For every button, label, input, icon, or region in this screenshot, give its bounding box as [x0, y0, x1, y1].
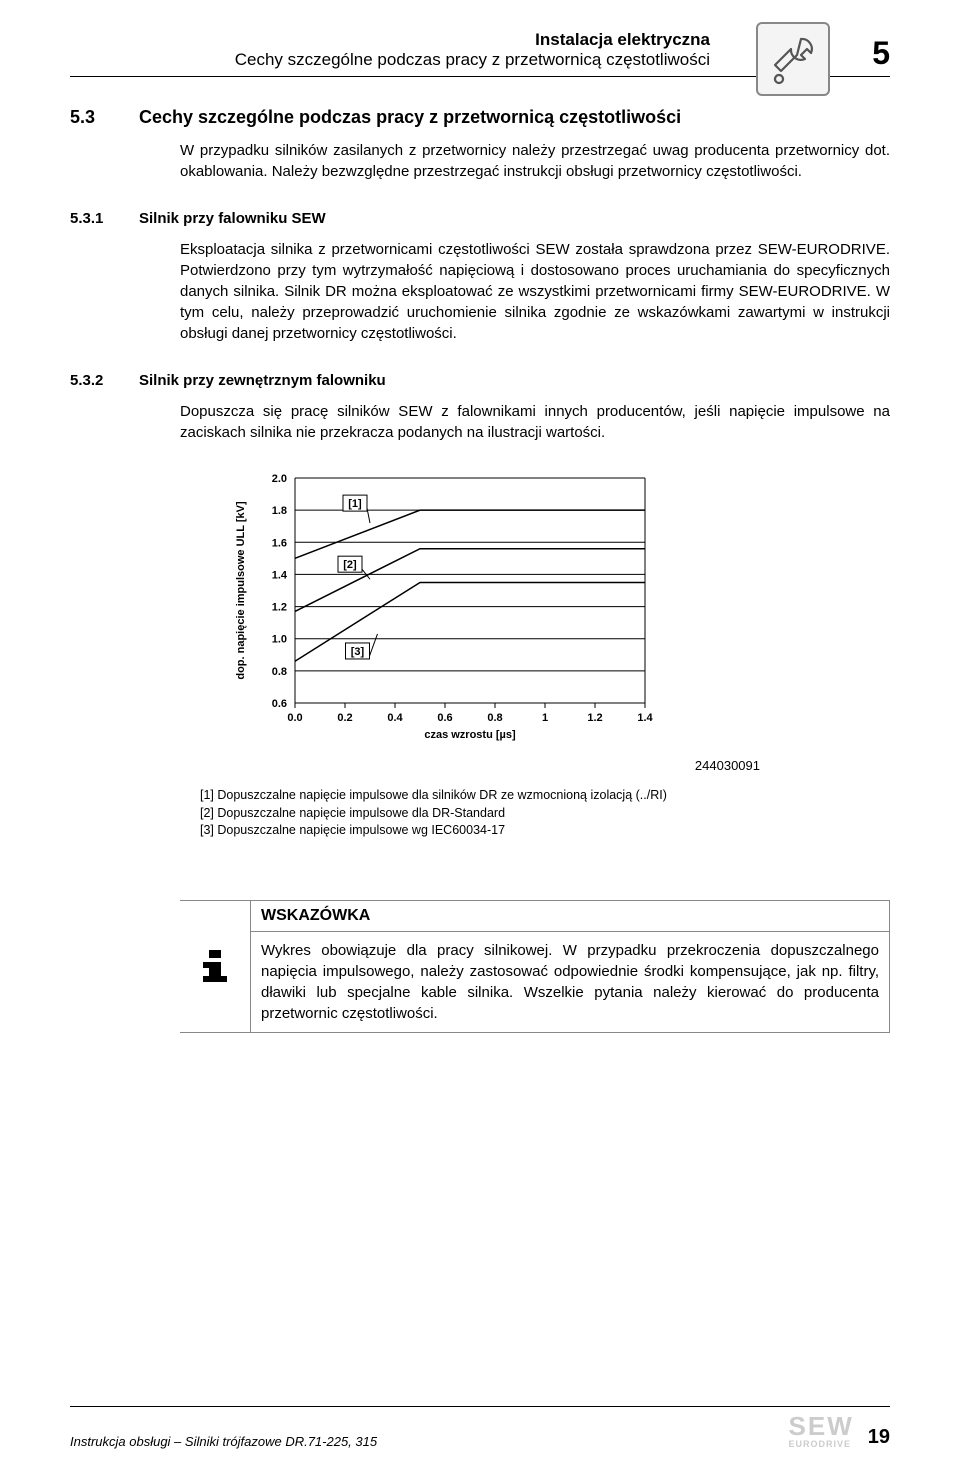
- page-number: 19: [868, 1426, 890, 1449]
- section-5-3: 5.3 Cechy szczególne podczas pracy z prz…: [70, 107, 890, 182]
- svg-text:[3]: [3]: [351, 646, 365, 658]
- svg-text:1: 1: [542, 712, 548, 724]
- svg-text:0.8: 0.8: [487, 712, 502, 724]
- section-number: 5.3: [70, 107, 125, 128]
- note-title: WSKAZÓWKA: [251, 901, 889, 932]
- subsection-number: 5.3.2: [70, 372, 125, 389]
- chapter-number: 5: [872, 35, 890, 72]
- logo-small: EURODRIVE: [789, 1439, 852, 1449]
- page-header: Instalacja elektryczna Cechy szczególne …: [70, 30, 890, 77]
- legend-line-1: [1] Dopuszczalne napięcie impulsowe dla …: [200, 787, 890, 805]
- subsection-title: Silnik przy falowniku SEW: [139, 210, 326, 227]
- svg-text:0.6: 0.6: [437, 712, 452, 724]
- svg-text:1.8: 1.8: [272, 505, 287, 517]
- figure-id: 244030091: [180, 758, 890, 773]
- header-title: Instalacja elektryczna: [70, 30, 710, 50]
- sew-logo: SEW EURODRIVE: [789, 1413, 854, 1449]
- logo-big: SEW: [789, 1413, 854, 1439]
- svg-text:1.4: 1.4: [637, 712, 653, 724]
- section-5-3-1: 5.3.1 Silnik przy falowniku SEW Eksploat…: [70, 210, 890, 344]
- subsection-number: 5.3.1: [70, 210, 125, 227]
- svg-text:czas wzrostu [µs]: czas wzrostu [µs]: [424, 729, 516, 741]
- section-title: Cechy szczególne podczas pracy z przetwo…: [139, 107, 681, 128]
- svg-text:0.6: 0.6: [272, 698, 287, 710]
- legend-line-3: [3] Dopuszczalne napięcie impulsowe wg I…: [200, 822, 890, 840]
- header-subtitle: Cechy szczególne podczas pracy z przetwo…: [70, 50, 710, 70]
- svg-text:1.0: 1.0: [272, 634, 287, 646]
- svg-text:1.2: 1.2: [587, 712, 602, 724]
- info-icon: [180, 900, 250, 1033]
- svg-text:0.2: 0.2: [337, 712, 352, 724]
- subsection-body: Eksploatacja silnika z przetwornicami cz…: [180, 239, 890, 344]
- svg-text:[1]: [1]: [348, 498, 362, 510]
- svg-text:0.0: 0.0: [287, 712, 302, 724]
- note-body: Wykres obowiązuje dla pracy silnikowej. …: [251, 932, 889, 1032]
- legend-line-2: [2] Dopuszczalne napięcie impulsowe dla …: [200, 805, 890, 823]
- svg-text:dop. napięcie impulsowe ULL [k: dop. napięcie impulsowe ULL [kV]: [235, 501, 247, 680]
- chart-legend: [1] Dopuszczalne napięcie impulsowe dla …: [200, 787, 890, 840]
- svg-text:1.6: 1.6: [272, 537, 287, 549]
- svg-text:1.4: 1.4: [272, 569, 288, 581]
- voltage-chart: 0.6 0.8 1.0 1.2 1.4 1.6 1.8 2.0 0.0 0.2 0.4 0.6 0.8 1…: [230, 463, 890, 748]
- wrench-icon: [756, 22, 830, 96]
- footer-text: Instrukcja obsługi – Silniki trójfazowe …: [70, 1434, 377, 1449]
- section-body: W przypadku silników zasilanych z przetw…: [180, 140, 890, 182]
- note-box: WSKAZÓWKA Wykres obowiązuje dla pracy si…: [180, 900, 890, 1033]
- svg-text:0.4: 0.4: [387, 712, 403, 724]
- svg-text:1.2: 1.2: [272, 602, 287, 614]
- subsection-body: Dopuszcza się pracę silników SEW z falow…: [180, 401, 890, 443]
- page-footer: Instrukcja obsługi – Silniki trójfazowe …: [70, 1406, 890, 1449]
- svg-text:2.0: 2.0: [272, 473, 287, 485]
- svg-text:[2]: [2]: [343, 559, 357, 571]
- section-5-3-2: 5.3.2 Silnik przy zewnętrznym falowniku …: [70, 372, 890, 840]
- subsection-title: Silnik przy zewnętrznym falowniku: [139, 372, 386, 389]
- svg-text:0.8: 0.8: [272, 666, 287, 678]
